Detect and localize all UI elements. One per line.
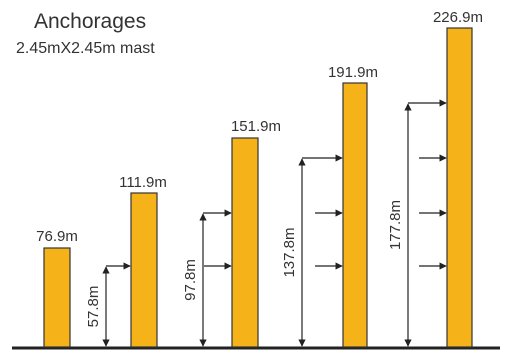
mast-height-label: 151.9m [231,118,281,135]
dimension-label: 177.8m [387,200,404,250]
mast-tower [43,247,71,348]
dimension-label: 137.8m [281,227,298,277]
mast-5: 226.9m 177.8m [387,9,483,348]
mast-height-label: 191.9m [328,64,378,81]
dimension-label: 97.8m [182,259,199,301]
mast-tower [231,137,259,348]
mast-4: 191.9m 137.8m [281,64,378,348]
mast-2: 111.9m 57.8m [85,174,167,348]
diagram-subtitle: 2.45mX2.45m mast [16,40,155,57]
mast-tower [342,82,368,348]
mast-height-label: 226.9m [433,9,483,26]
mast-height-label: 111.9m [119,174,167,191]
dimension-label: 57.8m [85,286,102,328]
mast-tower [446,27,473,348]
mast-tower [130,192,158,348]
masts-group: 76.9m 111.9m 57.8m 151.9m 97.8m 191.9m 137.8m 2… [36,9,483,348]
mast-1: 76.9m [36,228,78,348]
diagram-title: Anchorages [34,10,147,33]
mast-height-label: 76.9m [36,228,78,245]
mast-3: 151.9m 97.8m [182,118,281,348]
